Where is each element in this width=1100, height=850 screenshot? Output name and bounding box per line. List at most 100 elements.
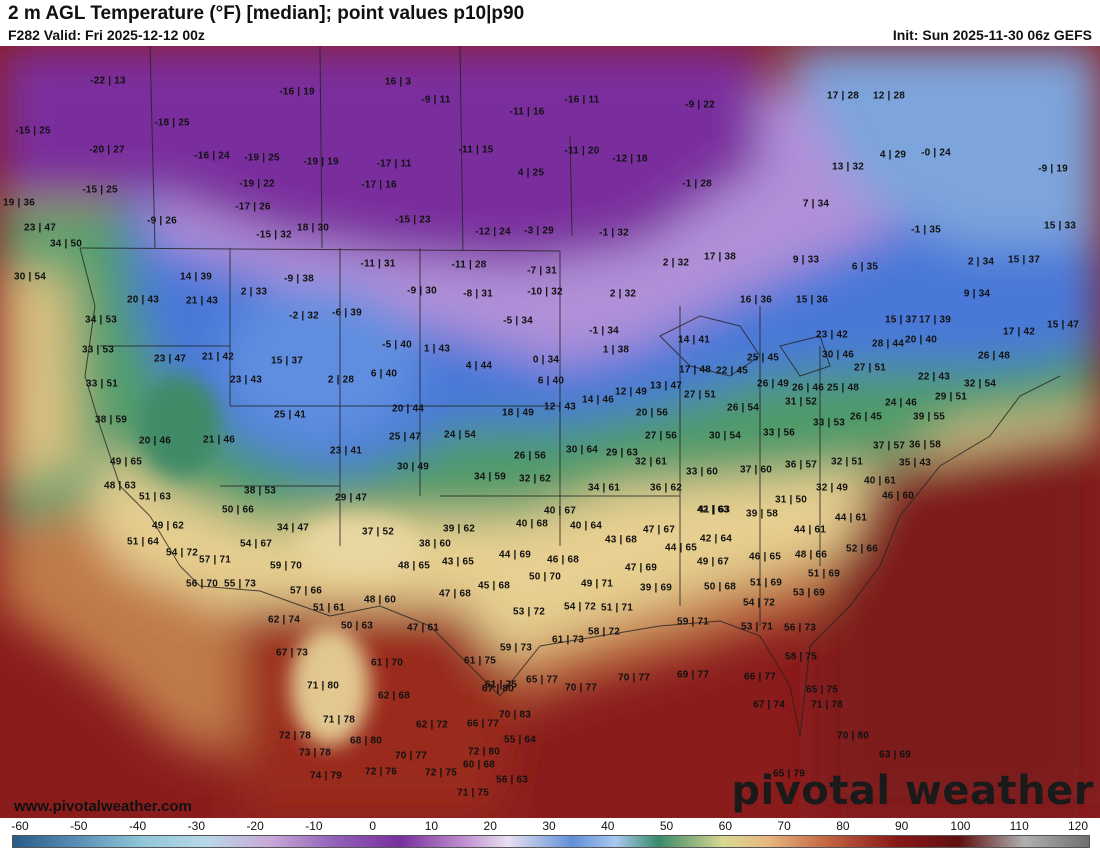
point-value-label: 6 | 40 — [371, 369, 397, 380]
point-value-label: 15 | 47 — [1047, 320, 1079, 331]
point-value-label: 32 | 54 — [964, 379, 996, 390]
point-value-label: 48 | 63 — [104, 481, 136, 492]
point-value-label: 21 | 43 — [186, 296, 218, 307]
point-value-label: 55 | 73 — [224, 579, 256, 590]
point-value-label: 44 | 61 — [794, 525, 826, 536]
point-value-label: -1 | 32 — [599, 228, 629, 239]
point-value-label: 24 | 54 — [444, 430, 476, 441]
point-value-label: 70 | 80 — [837, 731, 869, 742]
point-value-label: 2 | 28 — [328, 375, 354, 386]
point-value-label: 70 | 77 — [618, 673, 650, 684]
point-value-label: 25 | 47 — [389, 432, 421, 443]
point-value-label: 47 | 61 — [407, 623, 439, 634]
point-value-label: -3 | 29 — [524, 226, 554, 237]
point-value-label: 0 | 34 — [533, 355, 559, 366]
point-value-label: 14 | 41 — [678, 335, 710, 346]
point-value-label: 47 | 69 — [625, 563, 657, 574]
point-value-label: 42 | 63 — [697, 505, 729, 516]
scale-tick: -20 — [246, 819, 263, 833]
point-value-label: 62 | 72 — [416, 720, 448, 731]
map-title: 2 m AGL Temperature (°F) [median]; point… — [8, 3, 524, 25]
point-value-label: 25 | 45 — [747, 353, 779, 364]
point-value-label: 25 | 48 — [827, 383, 859, 394]
point-value-label: -19 | 22 — [239, 179, 275, 190]
point-value-label: 29 | 63 — [606, 448, 638, 459]
scale-tick: 120 — [1068, 819, 1088, 833]
point-value-label: 31 | 52 — [785, 397, 817, 408]
point-value-label: 2 | 32 — [663, 258, 689, 269]
point-value-label: 40 | 67 — [544, 506, 576, 517]
point-value-label: -22 | 13 — [90, 76, 126, 87]
point-value-label: 47 | 68 — [439, 589, 471, 600]
point-value-label: 39 | 62 — [443, 524, 475, 535]
scale-tick: 60 — [719, 819, 732, 833]
point-value-label: 54 | 67 — [240, 539, 272, 550]
point-value-label: 17 | 28 — [827, 91, 859, 102]
point-value-label: 67 | 73 — [276, 648, 308, 659]
point-value-label: 16 | 36 — [740, 295, 772, 306]
point-value-label: 50 | 63 — [341, 621, 373, 632]
point-value-label: 15 | 36 — [796, 295, 828, 306]
point-value-label: 66 | 77 — [744, 672, 776, 683]
point-value-label: 65 | 75 — [806, 685, 838, 696]
point-value-label: 44 | 65 — [665, 543, 697, 554]
point-value-label: 4 | 29 — [880, 150, 906, 161]
point-value-label: -19 | 25 — [244, 153, 280, 164]
scale-tick: 70 — [777, 819, 790, 833]
point-value-label: 51 | 64 — [127, 537, 159, 548]
point-value-label: 15 | 37 — [1008, 255, 1040, 266]
point-value-label: 23 | 42 — [816, 330, 848, 341]
point-value-label: 49 | 67 — [697, 557, 729, 568]
point-value-label: 23 | 47 — [154, 354, 186, 365]
point-value-label: 46 | 68 — [547, 555, 579, 566]
scale-tick: 10 — [425, 819, 438, 833]
point-value-label: -15 | 32 — [256, 230, 292, 241]
point-value-label: 32 | 62 — [519, 474, 551, 485]
point-value-label: 28 | 44 — [872, 339, 904, 350]
point-value-label: -15 | 25 — [82, 185, 118, 196]
point-value-label: 61 | 75 — [464, 656, 496, 667]
valid-time: F282 Valid: Fri 2025-12-12 00z — [8, 27, 205, 43]
point-value-label: 17 | 38 — [704, 252, 736, 263]
point-value-label: -9 | 38 — [284, 274, 314, 285]
point-value-label: 44 | 69 — [499, 550, 531, 561]
point-value-label: -15 | 25 — [15, 126, 51, 137]
point-value-label: 12 | 43 — [544, 402, 576, 413]
point-value-label: 70 | 77 — [565, 683, 597, 694]
scale-tick: -30 — [188, 819, 205, 833]
scale-tick: 80 — [836, 819, 849, 833]
point-value-label: 59 | 70 — [270, 561, 302, 572]
point-value-label: 70 | 83 — [499, 710, 531, 721]
point-value-label: 30 | 64 — [566, 445, 598, 456]
point-value-label: 6 | 35 — [852, 262, 878, 273]
point-value-label: -12 | 24 — [475, 227, 511, 238]
point-value-label: 51 | 69 — [808, 569, 840, 580]
scale-tick: 20 — [484, 819, 497, 833]
point-value-label: 58 | 75 — [785, 652, 817, 663]
point-value-label: 48 | 65 — [398, 561, 430, 572]
point-value-label: 37 | 60 — [740, 465, 772, 476]
point-value-label: -11 | 31 — [361, 259, 396, 270]
brand-watermark: pivotal weather — [731, 768, 1094, 814]
point-value-label: 33 | 53 — [813, 418, 845, 429]
point-value-label: 32 | 51 — [831, 457, 863, 468]
point-value-label: 39 | 69 — [640, 583, 672, 594]
point-value-label: 40 | 64 — [570, 521, 602, 532]
point-value-label: 61 | 70 — [371, 658, 403, 669]
point-value-label: 27 | 51 — [684, 390, 716, 401]
point-value-label: -9 | 30 — [407, 286, 437, 297]
point-value-label: 71 | 80 — [307, 681, 339, 692]
point-value-label: 30 | 54 — [709, 431, 741, 442]
point-value-label: 30 | 49 — [397, 462, 429, 473]
point-value-label: 54 | 72 — [564, 602, 596, 613]
point-value-label: 50 | 66 — [222, 505, 254, 516]
point-value-label: 49 | 65 — [110, 457, 142, 468]
point-value-label: 65 | 77 — [526, 675, 558, 686]
point-value-label: -1 | 35 — [911, 225, 941, 236]
point-value-label: 48 | 60 — [364, 595, 396, 606]
point-value-label: 46 | 60 — [882, 491, 914, 502]
point-value-label: 72 | 76 — [365, 767, 397, 778]
point-value-label: 34 | 61 — [588, 483, 620, 494]
point-value-label: 57 | 66 — [290, 586, 322, 597]
point-value-label: 49 | 62 — [152, 521, 184, 532]
